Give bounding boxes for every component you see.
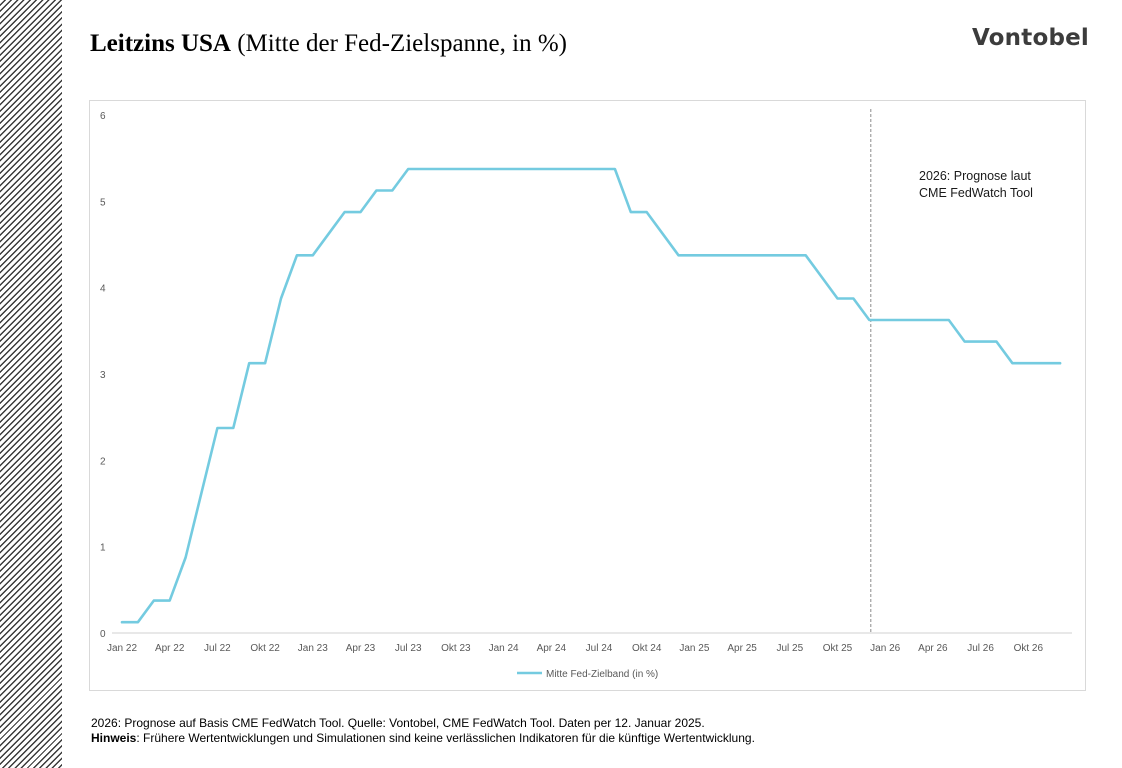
forecast-annotation: 2026: Prognose laut xyxy=(919,169,1031,183)
forecast-annotation: CME FedWatch Tool xyxy=(919,186,1033,200)
x-tick-label: Jul 25 xyxy=(776,643,803,654)
x-tick-label: Okt 25 xyxy=(823,643,853,654)
series-line-fed-zielband xyxy=(120,167,1062,624)
vontobel-logo: Vontobel xyxy=(971,25,1089,51)
x-tick-label: Jan 24 xyxy=(489,643,519,654)
x-tick-label: Okt 22 xyxy=(250,643,280,654)
y-tick-label: 5 xyxy=(100,197,106,208)
x-tick-label: Okt 23 xyxy=(441,643,471,654)
footnote-hinweis-label: Hinweis xyxy=(91,731,137,745)
footnote: 2026: Prognose auf Basis CME FedWatch To… xyxy=(91,716,755,746)
x-tick-label: Jul 26 xyxy=(967,643,994,654)
x-tick-label: Apr 26 xyxy=(918,643,948,654)
chart-container: 0 1 2 3 4 5 6 Jan 22 Apr 22 Jul 22 Okt 22 Jan 23 Apr… xyxy=(89,100,1086,691)
x-tick-label: Apr 23 xyxy=(346,643,376,654)
x-tick-label: Jan 22 xyxy=(107,643,137,654)
y-tick-label: 6 xyxy=(100,111,106,122)
footnote-disclaimer: Hinweis: Frühere Wertentwicklungen und S… xyxy=(91,731,755,746)
legend-label: Mitte Fed-Zielband (in %) xyxy=(546,669,658,680)
x-tick-label: Jul 22 xyxy=(204,643,231,654)
title-rest: (Mitte der Fed-Zielspanne, in %) xyxy=(237,30,567,57)
x-tick-label: Okt 24 xyxy=(632,643,662,654)
page-title: Leitzins USA (Mitte der Fed-Zielspanne, … xyxy=(90,30,567,58)
line-chart: 0 1 2 3 4 5 6 Jan 22 Apr 22 Jul 22 Okt 22 Jan 23 Apr… xyxy=(100,109,1072,680)
x-tick-label: Jan 23 xyxy=(298,643,328,654)
x-tick-label: Apr 25 xyxy=(727,643,757,654)
y-tick-label: 3 xyxy=(100,370,106,381)
y-tick-label: 4 xyxy=(100,284,106,295)
decorative-hatch-stripe xyxy=(0,0,62,768)
x-tick-label: Jan 25 xyxy=(679,643,709,654)
x-tick-label: Okt 26 xyxy=(1014,643,1044,654)
footnote-hinweis-text: : Frühere Wertentwicklungen und Simulati… xyxy=(136,731,755,745)
footnote-source: 2026: Prognose auf Basis CME FedWatch To… xyxy=(91,716,705,730)
x-tick-label: Jul 24 xyxy=(586,643,613,654)
x-tick-label: Apr 24 xyxy=(537,643,567,654)
x-tick-label: Jul 23 xyxy=(395,643,422,654)
title-bold: Leitzins USA xyxy=(90,30,231,57)
y-tick-label: 0 xyxy=(100,629,106,640)
x-tick-label: Apr 22 xyxy=(155,643,185,654)
y-tick-label: 1 xyxy=(100,543,106,554)
x-tick-label: Jan 26 xyxy=(870,643,900,654)
y-tick-label: 2 xyxy=(100,456,106,467)
